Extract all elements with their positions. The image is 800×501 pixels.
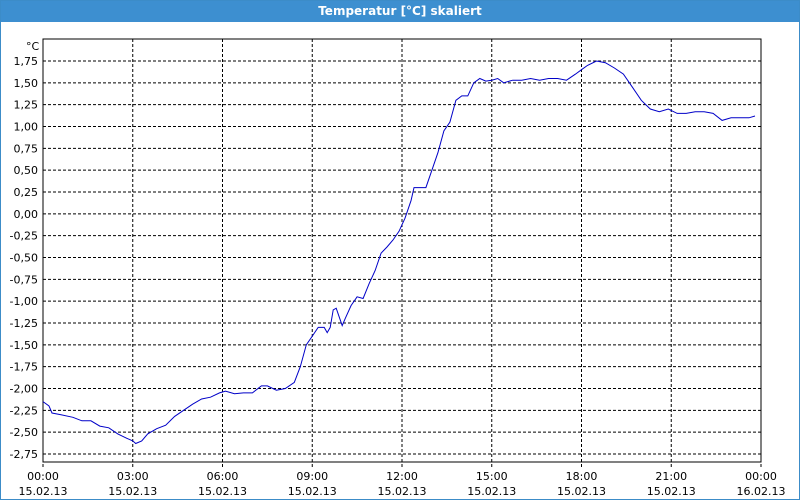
- y-tick-label: 1,75: [14, 55, 39, 68]
- x-tick-time: 00:00: [745, 470, 777, 483]
- x-tick-time: 03:00: [117, 470, 149, 483]
- x-tick-date: 15.02.13: [19, 485, 68, 498]
- y-tick-label: -0,75: [10, 273, 38, 286]
- y-tick-label: 0,00: [14, 208, 39, 221]
- x-tick-date: 15.02.13: [288, 485, 337, 498]
- y-axis-unit: °C: [26, 40, 40, 53]
- temperature-series-line: [42, 60, 756, 445]
- x-tick-date: 15.02.13: [198, 485, 247, 498]
- y-tick-label: -1,25: [10, 317, 38, 330]
- x-tick-time: 00:00: [27, 470, 59, 483]
- grid: [42, 38, 762, 468]
- x-tick-time: 06:00: [207, 470, 239, 483]
- y-tick-label: -1,50: [10, 339, 38, 352]
- y-tick-label: -1,00: [10, 295, 38, 308]
- x-axis-ticks: 00:00 15.02.13 03:00 15.02.13 06:00 15.02.13 0…: [19, 470, 786, 498]
- x-tick-time: 09:00: [296, 470, 328, 483]
- y-tick-label: 1,00: [14, 121, 39, 134]
- y-tick-label: -0,25: [10, 230, 38, 243]
- y-tick-label: -2,50: [10, 426, 38, 439]
- y-tick-label: -2,00: [10, 383, 38, 396]
- x-tick-date: 16.02.13: [737, 485, 786, 498]
- x-tick-date: 15.02.13: [108, 485, 157, 498]
- y-tick-label: 1,25: [14, 99, 39, 112]
- y-tick-label: 1,50: [14, 77, 39, 90]
- series-layer: [42, 60, 756, 445]
- window-title: Temperatur [°C] skaliert: [1, 1, 799, 22]
- x-tick-time: 18:00: [566, 470, 598, 483]
- x-tick-date: 15.02.13: [378, 485, 427, 498]
- x-tick-date: 15.02.13: [467, 485, 516, 498]
- x-tick-time: 12:00: [386, 470, 418, 483]
- y-tick-label: -0,50: [10, 252, 38, 265]
- y-tick-label: -2,25: [10, 404, 38, 417]
- y-axis-ticks: 1,75 1,50 1,25 1,00 0,75 0,50 0,25 0,00 -0,25 -0,…: [10, 55, 38, 461]
- x-tick-time: 15:00: [476, 470, 508, 483]
- y-tick-label: 0,50: [14, 164, 39, 177]
- y-tick-label: 0,75: [14, 142, 39, 155]
- y-tick-label: 0,25: [14, 186, 39, 199]
- x-tick-time: 21:00: [655, 470, 687, 483]
- y-tick-label: -1,75: [10, 361, 38, 374]
- x-tick-date: 15.02.13: [557, 485, 606, 498]
- x-tick-date: 15.02.13: [647, 485, 696, 498]
- y-tick-label: -2,75: [10, 448, 38, 461]
